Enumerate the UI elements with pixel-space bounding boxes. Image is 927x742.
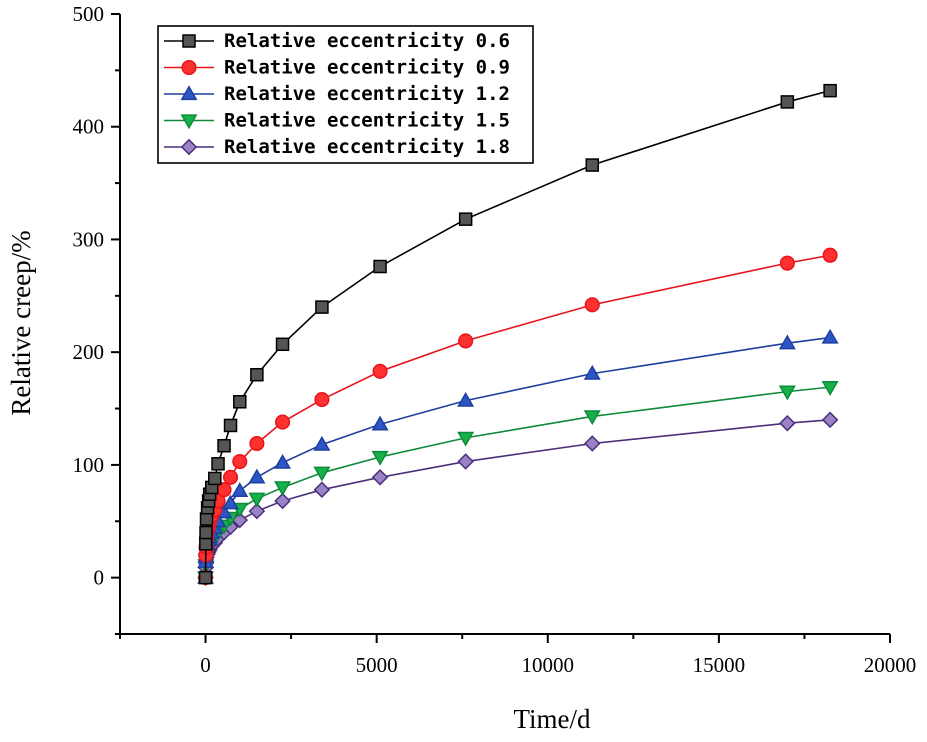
legend-box (157, 25, 534, 164)
y-tick-label: 0 (94, 566, 105, 590)
x-tick-label: 5000 (356, 653, 398, 677)
data-point (248, 502, 266, 520)
data-point (778, 334, 796, 350)
data-point (457, 391, 475, 407)
series-line (204, 254, 831, 578)
data-point (313, 435, 331, 451)
data-point (315, 300, 329, 314)
data-point (458, 212, 473, 226)
data-point (821, 380, 839, 396)
series-circle (198, 247, 838, 586)
data-point (822, 247, 838, 263)
data-point (275, 414, 291, 430)
data-point (821, 411, 839, 429)
data-point (584, 435, 601, 452)
data-point (249, 435, 265, 452)
data-point (232, 453, 248, 470)
data-point (208, 471, 222, 486)
y-tick-label: 500 (73, 2, 105, 26)
x-tick-label: 10000 (522, 653, 575, 677)
data-point (457, 453, 474, 470)
data-point (371, 469, 389, 486)
data-point (823, 83, 837, 98)
data-point (583, 364, 601, 380)
series-triangle-down (197, 380, 839, 587)
x-tick-label: 20000 (864, 653, 917, 677)
legend-marker (182, 34, 196, 48)
data-point (217, 438, 231, 453)
data-point (458, 333, 474, 349)
data-point (372, 363, 388, 379)
legend: Relative eccentricity 0.6 Relative eccent… (157, 25, 534, 164)
data-point (585, 158, 600, 172)
axes-layer: 0 5000 10000 15000 20000 0 100 200 300 400 500 (73, 2, 917, 677)
legend-item: Relative eccentricity 0.6 (164, 30, 510, 52)
series-line (204, 336, 831, 578)
legend-item: Relative eccentricity 1.5 (164, 110, 510, 132)
x-axis-title: Time/d (513, 704, 591, 734)
data-point (778, 385, 796, 401)
data-point (779, 414, 796, 432)
series-layer (197, 83, 839, 587)
series-diamond (197, 411, 839, 586)
legend-item: Relative eccentricity 1.8 (164, 136, 510, 158)
y-tick-label: 200 (73, 340, 105, 364)
data-point (583, 410, 601, 426)
legend-marker (181, 59, 197, 76)
legend-label: Relative eccentricity 1.5 (224, 110, 510, 132)
series-square (198, 83, 837, 585)
data-point (371, 450, 389, 466)
data-point (274, 481, 292, 497)
x-tick-label: 0 (200, 653, 211, 677)
data-point (373, 259, 387, 274)
legend-marker (180, 114, 198, 130)
data-point (199, 525, 213, 540)
data-point (199, 537, 213, 551)
y-tick-label: 400 (73, 115, 105, 139)
legend-label: Relative eccentricity 0.9 (224, 57, 510, 79)
data-point (233, 395, 247, 409)
data-point (780, 95, 795, 109)
legend-label: Relative eccentricity 0.6 (224, 30, 510, 52)
data-point (313, 481, 331, 498)
legend-marker (180, 85, 198, 101)
data-point (314, 391, 330, 408)
data-point (250, 367, 264, 382)
legend-marker (180, 138, 198, 156)
y-tick-label: 100 (73, 453, 105, 477)
data-point (231, 482, 249, 497)
data-point (198, 570, 213, 585)
data-point (223, 418, 238, 433)
data-point (222, 469, 239, 485)
data-point (584, 297, 600, 313)
data-point (779, 255, 795, 271)
y-tick-label: 300 (73, 227, 105, 251)
legend-item: Relative eccentricity 0.9 (164, 57, 510, 79)
data-point (248, 492, 266, 508)
legend-item: Relative eccentricity 1.2 (164, 83, 510, 105)
data-point (457, 431, 475, 447)
data-point (275, 337, 290, 352)
data-point (371, 415, 389, 431)
series-line (204, 419, 831, 578)
legend-label: Relative eccentricity 1.8 (224, 136, 510, 158)
legend-label: Relative eccentricity 1.2 (224, 83, 510, 105)
data-point (211, 457, 225, 471)
series-line (204, 386, 831, 578)
data-point (274, 453, 292, 469)
data-point (821, 328, 839, 344)
data-point (313, 466, 331, 482)
series-triangle-up (197, 328, 839, 584)
x-tick-label: 15000 (693, 653, 746, 677)
data-point (199, 512, 214, 526)
data-point (248, 468, 266, 484)
data-point (274, 492, 291, 510)
data-point (222, 494, 240, 510)
y-axis-title: Relative creep/% (6, 230, 36, 415)
